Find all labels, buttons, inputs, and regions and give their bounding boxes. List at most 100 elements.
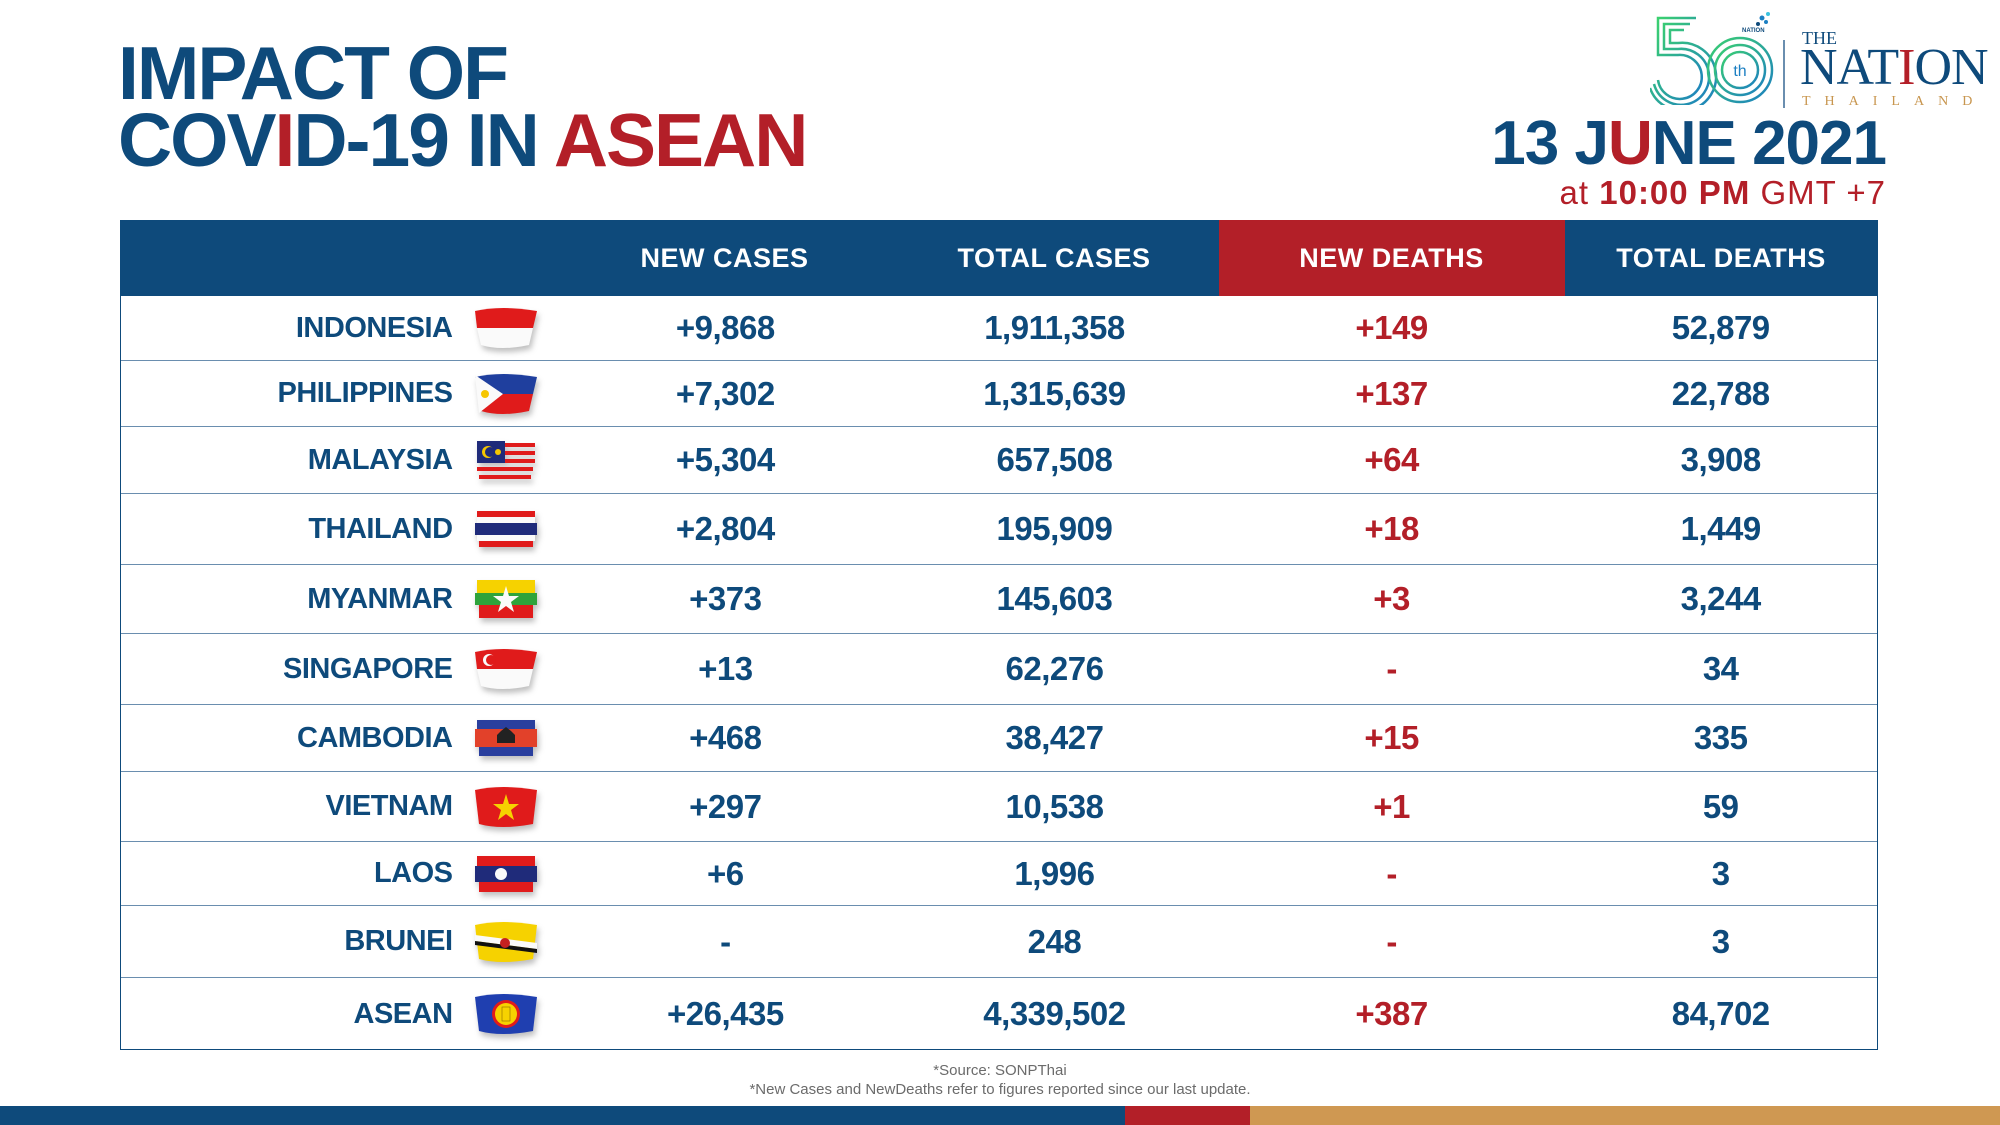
cambodia-flag-icon <box>471 715 541 761</box>
table-row: VIETNAM +297 10,538 +1 59 <box>121 772 1877 842</box>
brunei-flag-icon <box>471 919 541 965</box>
bar-navy <box>0 1106 1125 1125</box>
country-cell: ASEAN <box>121 978 561 1050</box>
new-cases-cell: +26,435 <box>666 995 784 1032</box>
logo-divider <box>1783 40 1785 108</box>
country-name: CAMBODIA <box>297 721 453 754</box>
total-deaths-cell: 59 <box>1702 787 1739 825</box>
total-deaths-cell: 3,244 <box>1680 580 1762 617</box>
philippines-flag-icon <box>471 371 541 417</box>
total-cases-cell: 1,996 <box>1014 854 1095 892</box>
new-cases-cell: +6 <box>707 854 744 892</box>
malaysia-flag-icon <box>471 437 541 483</box>
country-cell: THAILAND <box>121 494 561 564</box>
svg-text:NATION: NATION <box>1742 28 1765 34</box>
total-deaths-cell: 34 <box>1702 650 1739 687</box>
table-row: MYANMAR +373 145,603 +3 3,244 <box>121 565 1877 634</box>
new-deaths-cell: - <box>1386 650 1397 687</box>
new-cases-cell: +7,302 <box>675 374 775 412</box>
new-deaths-cell: +137 <box>1355 374 1428 412</box>
asean-flag-icon <box>471 991 541 1037</box>
total-deaths-cell: 1,449 <box>1680 510 1762 547</box>
covid-stats-table: NEW CASES TOTAL CASES NEW DEATHS TOTAL D… <box>119 220 1878 1050</box>
total-cases-cell: 62,276 <box>1005 650 1104 687</box>
nation-thailand-logo: th NATION THE NATION THAILAND <box>1650 10 1990 109</box>
total-deaths-cell: 3 <box>1711 922 1730 960</box>
laos-flag-icon <box>471 851 541 897</box>
total-deaths-cell: 3 <box>1711 854 1730 892</box>
country-name: ASEAN <box>353 997 454 1030</box>
country-cell: PHILIPPINES <box>121 361 561 426</box>
table-row: LAOS +6 1,996 - 3 <box>121 842 1877 906</box>
country-name: BRUNEI <box>344 925 453 957</box>
new-cases-cell: - <box>720 922 731 960</box>
column-header-total-deaths: TOTAL DEATHS <box>1616 242 1826 273</box>
total-deaths-cell: 84,702 <box>1671 995 1770 1032</box>
logo-nation: NATION <box>1800 39 1989 96</box>
country-name: MYANMAR <box>307 582 453 615</box>
bar-red <box>1125 1106 1250 1125</box>
country-cell: LAOS <box>121 842 561 905</box>
new-cases-cell: +13 <box>698 650 753 687</box>
report-date: 13 JUNE 2021 at 10:00 PM GMT +7 <box>1491 109 1887 211</box>
total-cases-cell: 4,339,502 <box>983 995 1126 1032</box>
date-text: 13 JUNE 2021 <box>1491 109 1887 178</box>
country-name: THAILAND <box>308 512 453 545</box>
time-text: at 10:00 PM GMT +7 <box>1559 174 1886 211</box>
country-cell: MYANMAR <box>121 565 561 633</box>
table-row: PHILIPPINES +7,302 1,315,639 +137 22,788 <box>121 361 1877 427</box>
page-title: IMPACT OF COVID-19 IN ASEAN <box>118 31 808 182</box>
new-cases-cell: +9,868 <box>675 309 775 346</box>
new-deaths-cell: - <box>1386 854 1397 892</box>
source-note: *Source: SONPThai <box>933 1062 1067 1079</box>
thailand-flag-icon <box>471 506 541 552</box>
new-deaths-cell: - <box>1386 922 1397 960</box>
table-row: ASEAN +26,435 4,339,502 +387 84,702 <box>121 978 1877 1050</box>
new-deaths-cell: +387 <box>1355 995 1428 1032</box>
column-header-total-cases: TOTAL CASES <box>957 242 1151 273</box>
bottom-color-bar <box>0 1106 2000 1125</box>
new-cases-cell: +5,304 <box>675 441 775 478</box>
total-cases-cell: 38,427 <box>1005 719 1104 756</box>
bar-tan <box>1250 1106 2000 1125</box>
table-body: INDONESIA +9,868 1,911,358 +149 52,879 PHILIP… <box>121 296 1877 1050</box>
new-deaths-cell: +18 <box>1364 510 1419 547</box>
new-deaths-cell: +15 <box>1364 719 1419 756</box>
country-name: INDONESIA <box>295 311 453 344</box>
country-cell: BRUNEI <box>121 906 561 977</box>
total-cases-cell: 1,315,639 <box>983 374 1126 412</box>
country-name: LAOS <box>373 857 453 889</box>
country-cell: INDONESIA <box>121 296 561 360</box>
table-row: SINGAPORE +13 62,276 - 34 <box>121 634 1877 705</box>
total-cases-cell: 657,508 <box>996 441 1113 478</box>
country-cell: CAMBODIA <box>121 705 561 771</box>
column-header-new-deaths: NEW DEATHS <box>1218 220 1565 296</box>
50th-anniversary-icon: th NATION <box>1650 12 1774 105</box>
total-deaths-cell: 22,788 <box>1671 374 1770 412</box>
title-line-1: IMPACT OF <box>118 31 509 115</box>
column-header-country <box>120 220 560 296</box>
new-cases-cell: +373 <box>689 580 762 617</box>
total-cases-cell: 195,909 <box>996 510 1113 547</box>
country-name: PHILIPPINES <box>277 377 454 409</box>
column-header-new-cases: NEW CASES <box>640 242 809 273</box>
total-deaths-cell: 52,879 <box>1671 309 1770 346</box>
table-row: INDONESIA +9,868 1,911,358 +149 52,879 <box>121 296 1877 361</box>
logo-the: THE <box>1802 28 1837 48</box>
country-name: MALAYSIA <box>307 443 453 476</box>
country-name: VIETNAM <box>325 790 454 822</box>
vietnam-flag-icon <box>471 784 541 830</box>
country-cell: VIETNAM <box>121 772 561 841</box>
table-row: CAMBODIA +468 38,427 +15 335 <box>121 705 1877 772</box>
indonesia-flag-icon <box>471 305 541 351</box>
total-cases-cell: 248 <box>1027 922 1082 960</box>
table-row: BRUNEI - 248 - 3 <box>121 906 1877 978</box>
svg-text:th: th <box>1733 63 1746 80</box>
total-deaths-cell: 3,908 <box>1680 441 1762 478</box>
total-cases-cell: 10,538 <box>1005 787 1104 825</box>
total-deaths-cell: 335 <box>1693 719 1748 756</box>
total-cases-cell: 1,911,358 <box>984 309 1125 346</box>
title-line-2: COVID-19 IN ASEAN <box>118 98 808 182</box>
new-cases-cell: +2,804 <box>675 510 775 547</box>
table-row: MALAYSIA +5,304 657,508 +64 3,908 <box>121 427 1877 494</box>
